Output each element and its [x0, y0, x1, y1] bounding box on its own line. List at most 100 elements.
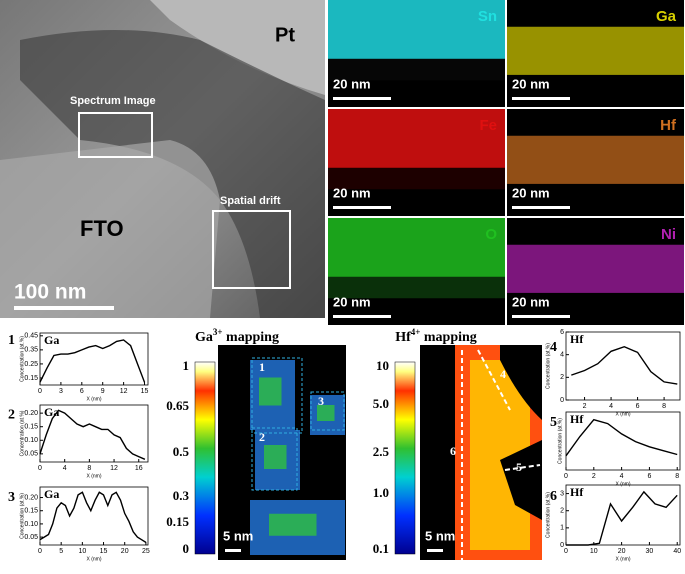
- x-tick-label: 2: [583, 403, 587, 410]
- scale-bar: [333, 97, 391, 100]
- title-sup: 3+: [213, 327, 223, 337]
- region-label: 3: [318, 394, 324, 408]
- colorbar: [194, 361, 216, 555]
- x-tick-label: 4: [609, 403, 613, 410]
- x-tick-label: 25: [142, 548, 150, 555]
- y-tick-label: 0.10: [24, 437, 38, 444]
- map-region: [507, 26, 684, 75]
- scale-label: 20 nm: [333, 185, 371, 200]
- y-tick-label: 0.05: [24, 534, 38, 541]
- panel-number: 5: [550, 415, 557, 430]
- x-tick-label: 6: [636, 403, 640, 410]
- plot-frame: [565, 411, 681, 471]
- x-tick-label: 6: [647, 473, 651, 480]
- x-tick-label: 4: [620, 473, 624, 480]
- y-tick-label: 0.15: [24, 375, 38, 382]
- colorbar-tick: 0: [183, 541, 190, 556]
- region-label: 1: [259, 360, 265, 374]
- label: Spectrum Image: [70, 95, 156, 107]
- x-tick-label: 40: [673, 548, 681, 555]
- map-element: Sn: [478, 8, 497, 25]
- map-region: [317, 405, 335, 421]
- label: FTO: [80, 216, 124, 241]
- map-region: [328, 58, 505, 81]
- y-tick-label: 1: [560, 525, 564, 532]
- map-element: O: [485, 226, 497, 243]
- map-element: Ni: [661, 226, 676, 243]
- map-region: [500, 440, 542, 520]
- region-label: 5: [516, 460, 522, 474]
- x-tick-label: 9: [101, 388, 105, 395]
- x-tick-label: 8: [87, 465, 91, 472]
- y-tick-label: 0: [560, 542, 564, 549]
- line: [39, 409, 146, 460]
- line: [565, 418, 678, 457]
- y-tick-label: 6: [560, 329, 564, 336]
- y-tick-label: 0.25: [24, 361, 38, 368]
- panel-number: 3: [8, 490, 15, 505]
- map-region: [500, 345, 542, 420]
- label: Spatial drift: [220, 195, 281, 207]
- label: Pt: [275, 24, 295, 46]
- y-tick-label: 0.45: [24, 333, 38, 340]
- map-region: [507, 244, 684, 293]
- colorbar-tick: 0.3: [173, 488, 190, 503]
- y-tick-label: 0.15: [24, 508, 38, 515]
- scale-label: 5 nm: [223, 528, 253, 543]
- y-tick-label: 4: [560, 352, 564, 359]
- x-tick-label: 10: [590, 548, 598, 555]
- y-label: Concentration (at.%): [19, 336, 25, 382]
- x-label: X (nm): [616, 556, 631, 562]
- map-element: Ga: [656, 8, 677, 25]
- map-region: [328, 0, 505, 59]
- y-label: Concentration (at.%): [545, 492, 551, 538]
- x-tick-label: 16: [135, 465, 143, 472]
- plot-frame: [565, 331, 681, 401]
- colorbar: [394, 361, 416, 555]
- scale-bar: [512, 97, 570, 100]
- y-label: Concentration (at.%): [557, 418, 563, 464]
- title-text: mapping: [223, 330, 279, 345]
- x-tick-label: 15: [141, 388, 149, 395]
- scale-label: 20 nm: [512, 185, 550, 200]
- title-text: Hf: [395, 330, 411, 345]
- region-label: 4: [500, 367, 506, 381]
- scale-label: 100 nm: [14, 281, 86, 304]
- scale-label: 20 nm: [333, 76, 371, 91]
- title-text: mapping: [420, 330, 476, 345]
- mapping-title: Hf4+ mapping: [395, 327, 477, 345]
- x-label: X (nm): [616, 411, 631, 417]
- x-tick-label: 10: [78, 548, 86, 555]
- plot-frame: [39, 404, 149, 463]
- plot-frame: [565, 484, 681, 546]
- scale-bar: [512, 206, 570, 209]
- scale-label: 20 nm: [512, 76, 550, 91]
- colorbar-tick: 0.65: [166, 398, 189, 413]
- title-sup: 4+: [411, 327, 421, 337]
- region-box: [251, 357, 303, 434]
- colorbar-tick: 10: [376, 358, 389, 373]
- box: [212, 210, 291, 289]
- scale-label: 20 nm: [512, 294, 550, 309]
- x-tick-label: 0: [38, 465, 42, 472]
- colorbar-tick: 0.15: [166, 514, 189, 529]
- x-tick-label: 2: [592, 473, 596, 480]
- x-tick-label: 20: [121, 548, 129, 555]
- map-region: [507, 135, 684, 184]
- region-label: 2: [259, 430, 265, 444]
- region-label: 6: [450, 444, 456, 458]
- x-tick-label: 20: [618, 548, 626, 555]
- panel-number: 2: [8, 408, 15, 423]
- fto-layer: [0, 140, 220, 318]
- y-tick-label: 0.15: [24, 424, 38, 431]
- y-tick-label: 3: [560, 490, 564, 497]
- colorbar-tick: 0.1: [373, 541, 389, 556]
- region-box: [310, 391, 345, 431]
- x-tick-label: 12: [110, 465, 118, 472]
- line: [39, 339, 146, 383]
- panel-number: 1: [8, 333, 15, 348]
- colorbar-tick: 2.5: [373, 444, 390, 459]
- panel-number: 4: [550, 340, 557, 355]
- x-tick-label: 30: [646, 548, 654, 555]
